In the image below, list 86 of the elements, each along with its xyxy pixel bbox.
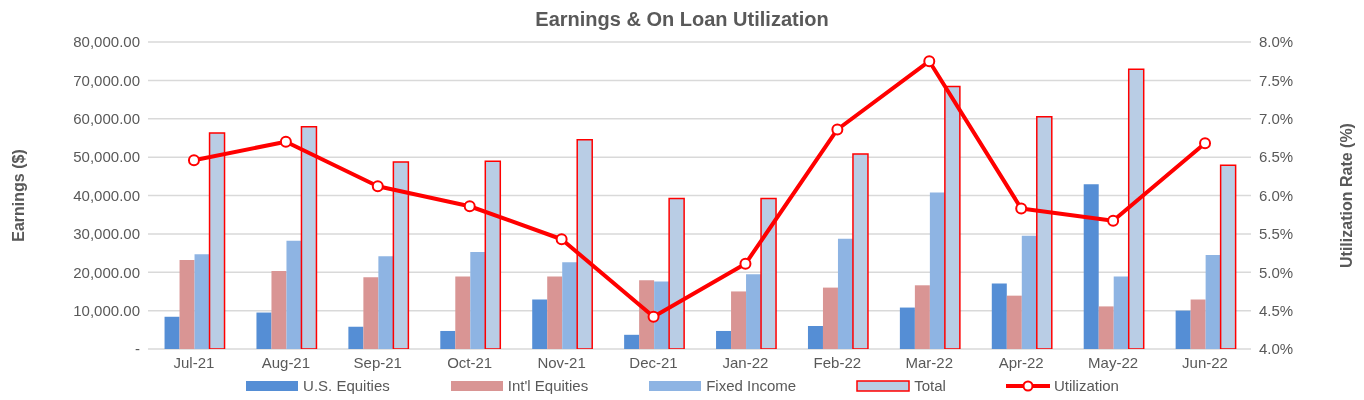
- bar: [363, 277, 379, 349]
- bar: [822, 287, 838, 349]
- bar: [179, 259, 195, 349]
- y-tick-label: 30,000.00: [73, 225, 140, 243]
- bar: [746, 274, 762, 349]
- y-tick-label: 50,000.00: [73, 148, 140, 166]
- x-tick-label: Jun-22: [1182, 353, 1228, 371]
- point: [463, 200, 476, 213]
- bar: [194, 254, 210, 349]
- y-axis-title: Earnings ($): [9, 149, 27, 242]
- y-tick-label: 40,000.00: [73, 186, 140, 204]
- y-tick-label: 80,000.00: [73, 33, 140, 51]
- x-tick-label: Dec-21: [629, 353, 678, 371]
- point: [923, 55, 936, 68]
- x-tick-label: Feb-22: [813, 353, 862, 371]
- y2-tick-label: 7.5%: [1259, 71, 1294, 89]
- point: [831, 123, 844, 136]
- bar: [716, 330, 732, 349]
- bar: [852, 153, 869, 349]
- point: [187, 154, 200, 167]
- y2-tick-label: 4.5%: [1259, 301, 1294, 319]
- bar: [929, 192, 945, 349]
- bar: [164, 316, 180, 349]
- bar: [271, 271, 287, 349]
- y2-axis-title: Utilization Rate (%): [1337, 123, 1355, 268]
- bar: [440, 330, 456, 349]
- legend-label: Utilization: [1052, 377, 1119, 394]
- point: [1015, 202, 1028, 215]
- bar: [731, 291, 747, 349]
- y2-tick-label: 6.0%: [1259, 186, 1294, 204]
- x-tick-label: Jan-22: [722, 353, 769, 371]
- y-tick-label: 70,000.00: [73, 71, 140, 89]
- bar: [378, 256, 394, 349]
- legend-label: U.S. Equities: [302, 377, 390, 394]
- point: [555, 233, 568, 246]
- y-tick-label: 60,000.00: [73, 110, 140, 128]
- y2-tick-label: 5.5%: [1259, 225, 1294, 243]
- y-tick-label: 10,000.00: [73, 301, 140, 319]
- bar: [1205, 254, 1221, 349]
- bar: [455, 276, 471, 349]
- bar: [470, 251, 486, 349]
- x-tick-label: Nov-21: [537, 353, 586, 371]
- x-tick-label: Mar-22: [905, 353, 954, 371]
- x-tick-label: Oct-21: [447, 353, 493, 371]
- point: [1199, 137, 1212, 150]
- point: [279, 135, 292, 148]
- bar: [807, 325, 823, 349]
- bar: [1190, 299, 1206, 349]
- y2-tick-label: 5.0%: [1259, 263, 1294, 281]
- point: [1107, 214, 1120, 227]
- y-tick-label: 20,000.00: [73, 263, 140, 281]
- y2-tick-label: 7.0%: [1259, 110, 1294, 128]
- bar: [914, 285, 930, 349]
- legend-label: Total: [913, 377, 946, 394]
- x-tick-label: Aug-21: [261, 353, 311, 371]
- point: [371, 180, 384, 193]
- y2-tick-label: 6.5%: [1259, 148, 1294, 166]
- chart-title: Earnings & On Loan Utilization: [534, 8, 830, 32]
- bar: [1006, 295, 1022, 349]
- bar: [837, 238, 853, 349]
- bar: [1113, 276, 1129, 349]
- x-tick-label: Sep-21: [353, 353, 402, 371]
- y2-tick-label: 8.0%: [1259, 33, 1294, 51]
- bar: [286, 240, 302, 349]
- y-tick-label: -: [135, 340, 140, 358]
- point: [647, 310, 660, 323]
- bar: [1219, 164, 1237, 349]
- bar: [547, 276, 563, 349]
- y2-tick-label: 4.0%: [1259, 340, 1294, 358]
- bar: [991, 283, 1007, 349]
- bar: [562, 262, 578, 349]
- bar: [624, 334, 640, 349]
- bar: [1098, 306, 1114, 349]
- bar: [1083, 184, 1099, 349]
- bar: [1175, 310, 1191, 349]
- legend-label: Fixed Income: [705, 377, 797, 394]
- bar: [1021, 235, 1037, 349]
- legend-label: Int'l Equities: [506, 377, 589, 394]
- bar: [899, 307, 915, 349]
- x-tick-label: May-22: [1088, 353, 1139, 371]
- bar: [256, 312, 272, 349]
- bar: [532, 299, 548, 349]
- bar: [348, 326, 364, 349]
- x-tick-label: Apr-22: [998, 353, 1044, 371]
- x-tick-label: Jul-21: [173, 353, 215, 371]
- point: [739, 257, 752, 270]
